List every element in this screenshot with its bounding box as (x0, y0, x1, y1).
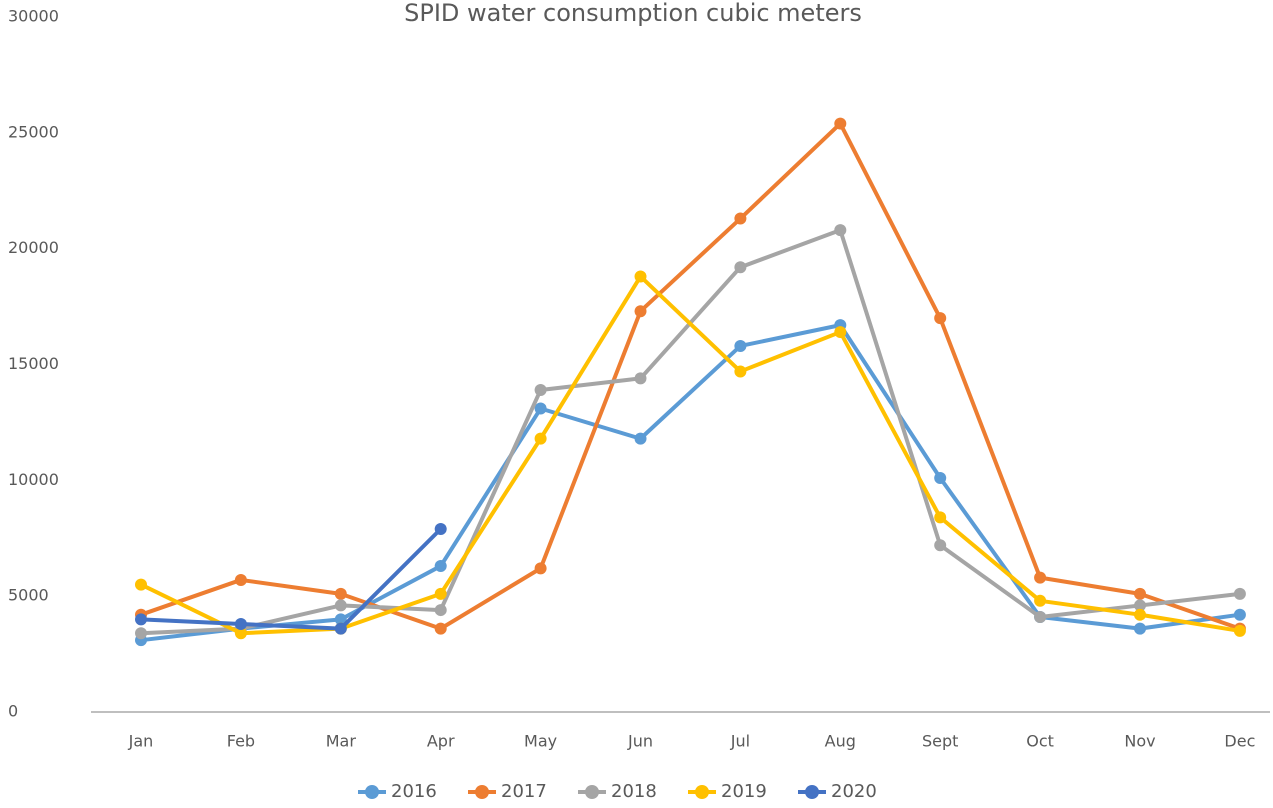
data-point (434, 560, 447, 573)
series-line (140, 274, 1241, 636)
x-tick-label: Jan (128, 732, 154, 751)
series-line (140, 121, 1241, 631)
data-point (135, 613, 147, 626)
legend-label: 2018 (611, 781, 657, 802)
data-point (934, 511, 947, 524)
data-point (734, 365, 747, 378)
data-point (734, 261, 747, 274)
data-point (734, 212, 747, 225)
x-tick-label: Feb (227, 732, 255, 751)
data-point (934, 539, 947, 552)
x-tick-label: Jun (627, 732, 653, 751)
data-point (1134, 622, 1146, 635)
y-tick-label: 20000 (8, 238, 59, 257)
data-point (434, 604, 447, 617)
data-point (1233, 624, 1246, 637)
data-point (1034, 571, 1047, 584)
data-point (634, 305, 647, 318)
x-tick-label: Aug (825, 732, 856, 751)
data-point (534, 432, 547, 445)
y-tick-label: 30000 (8, 7, 59, 26)
series-line (140, 323, 1241, 643)
data-point (135, 578, 147, 591)
y-tick-label: 5000 (8, 586, 49, 605)
series-line (140, 527, 443, 631)
data-point (234, 573, 247, 586)
data-point (934, 472, 947, 485)
y-tick-label: 0 (8, 702, 18, 721)
data-point (234, 617, 247, 630)
legend-swatch (475, 785, 489, 799)
x-tick-label: Sept (922, 732, 958, 751)
y-tick-label: 10000 (8, 470, 59, 489)
data-point (1134, 608, 1146, 621)
legend-swatch (695, 785, 709, 799)
data-point (534, 402, 547, 415)
legend-swatch (365, 785, 379, 799)
x-tick-label: Oct (1026, 732, 1054, 751)
x-tick-label: Dec (1224, 732, 1255, 751)
data-point (434, 587, 447, 600)
data-point (434, 622, 447, 635)
data-point (334, 613, 347, 626)
data-point (234, 627, 247, 640)
x-tick-label: Apr (427, 732, 455, 751)
data-point (334, 622, 347, 635)
data-point (434, 522, 447, 535)
data-point (1134, 587, 1146, 600)
series-line (140, 228, 1241, 636)
data-point (934, 312, 947, 325)
x-tick-label: May (524, 732, 557, 751)
chart-title: SPID water consumption cubic meters (404, 0, 862, 27)
x-tick-label: Nov (1124, 732, 1155, 751)
data-point (834, 224, 847, 237)
legend-label: 2017 (501, 781, 547, 802)
x-tick-label: Mar (326, 732, 357, 751)
data-point (634, 372, 647, 385)
legend-swatch (805, 785, 819, 799)
data-point (634, 270, 647, 283)
data-point (135, 627, 147, 640)
data-point (334, 587, 347, 600)
legend-label: 2016 (391, 781, 437, 802)
data-point (534, 562, 547, 575)
data-point (334, 599, 347, 612)
data-point (1233, 608, 1246, 621)
x-tick-label: Jul (730, 732, 750, 751)
y-tick-label: 15000 (8, 354, 59, 373)
legend-label: 2020 (831, 781, 877, 802)
data-point (634, 432, 647, 445)
data-point (1233, 587, 1246, 600)
legend-swatch (585, 785, 599, 799)
y-tick-label: 25000 (8, 122, 59, 141)
data-point (834, 117, 847, 130)
data-point (534, 383, 547, 396)
data-point (1034, 594, 1047, 607)
data-point (1134, 599, 1146, 612)
data-point (734, 339, 747, 352)
data-point (834, 326, 847, 339)
data-point (1034, 611, 1047, 624)
legend-label: 2019 (721, 781, 767, 802)
